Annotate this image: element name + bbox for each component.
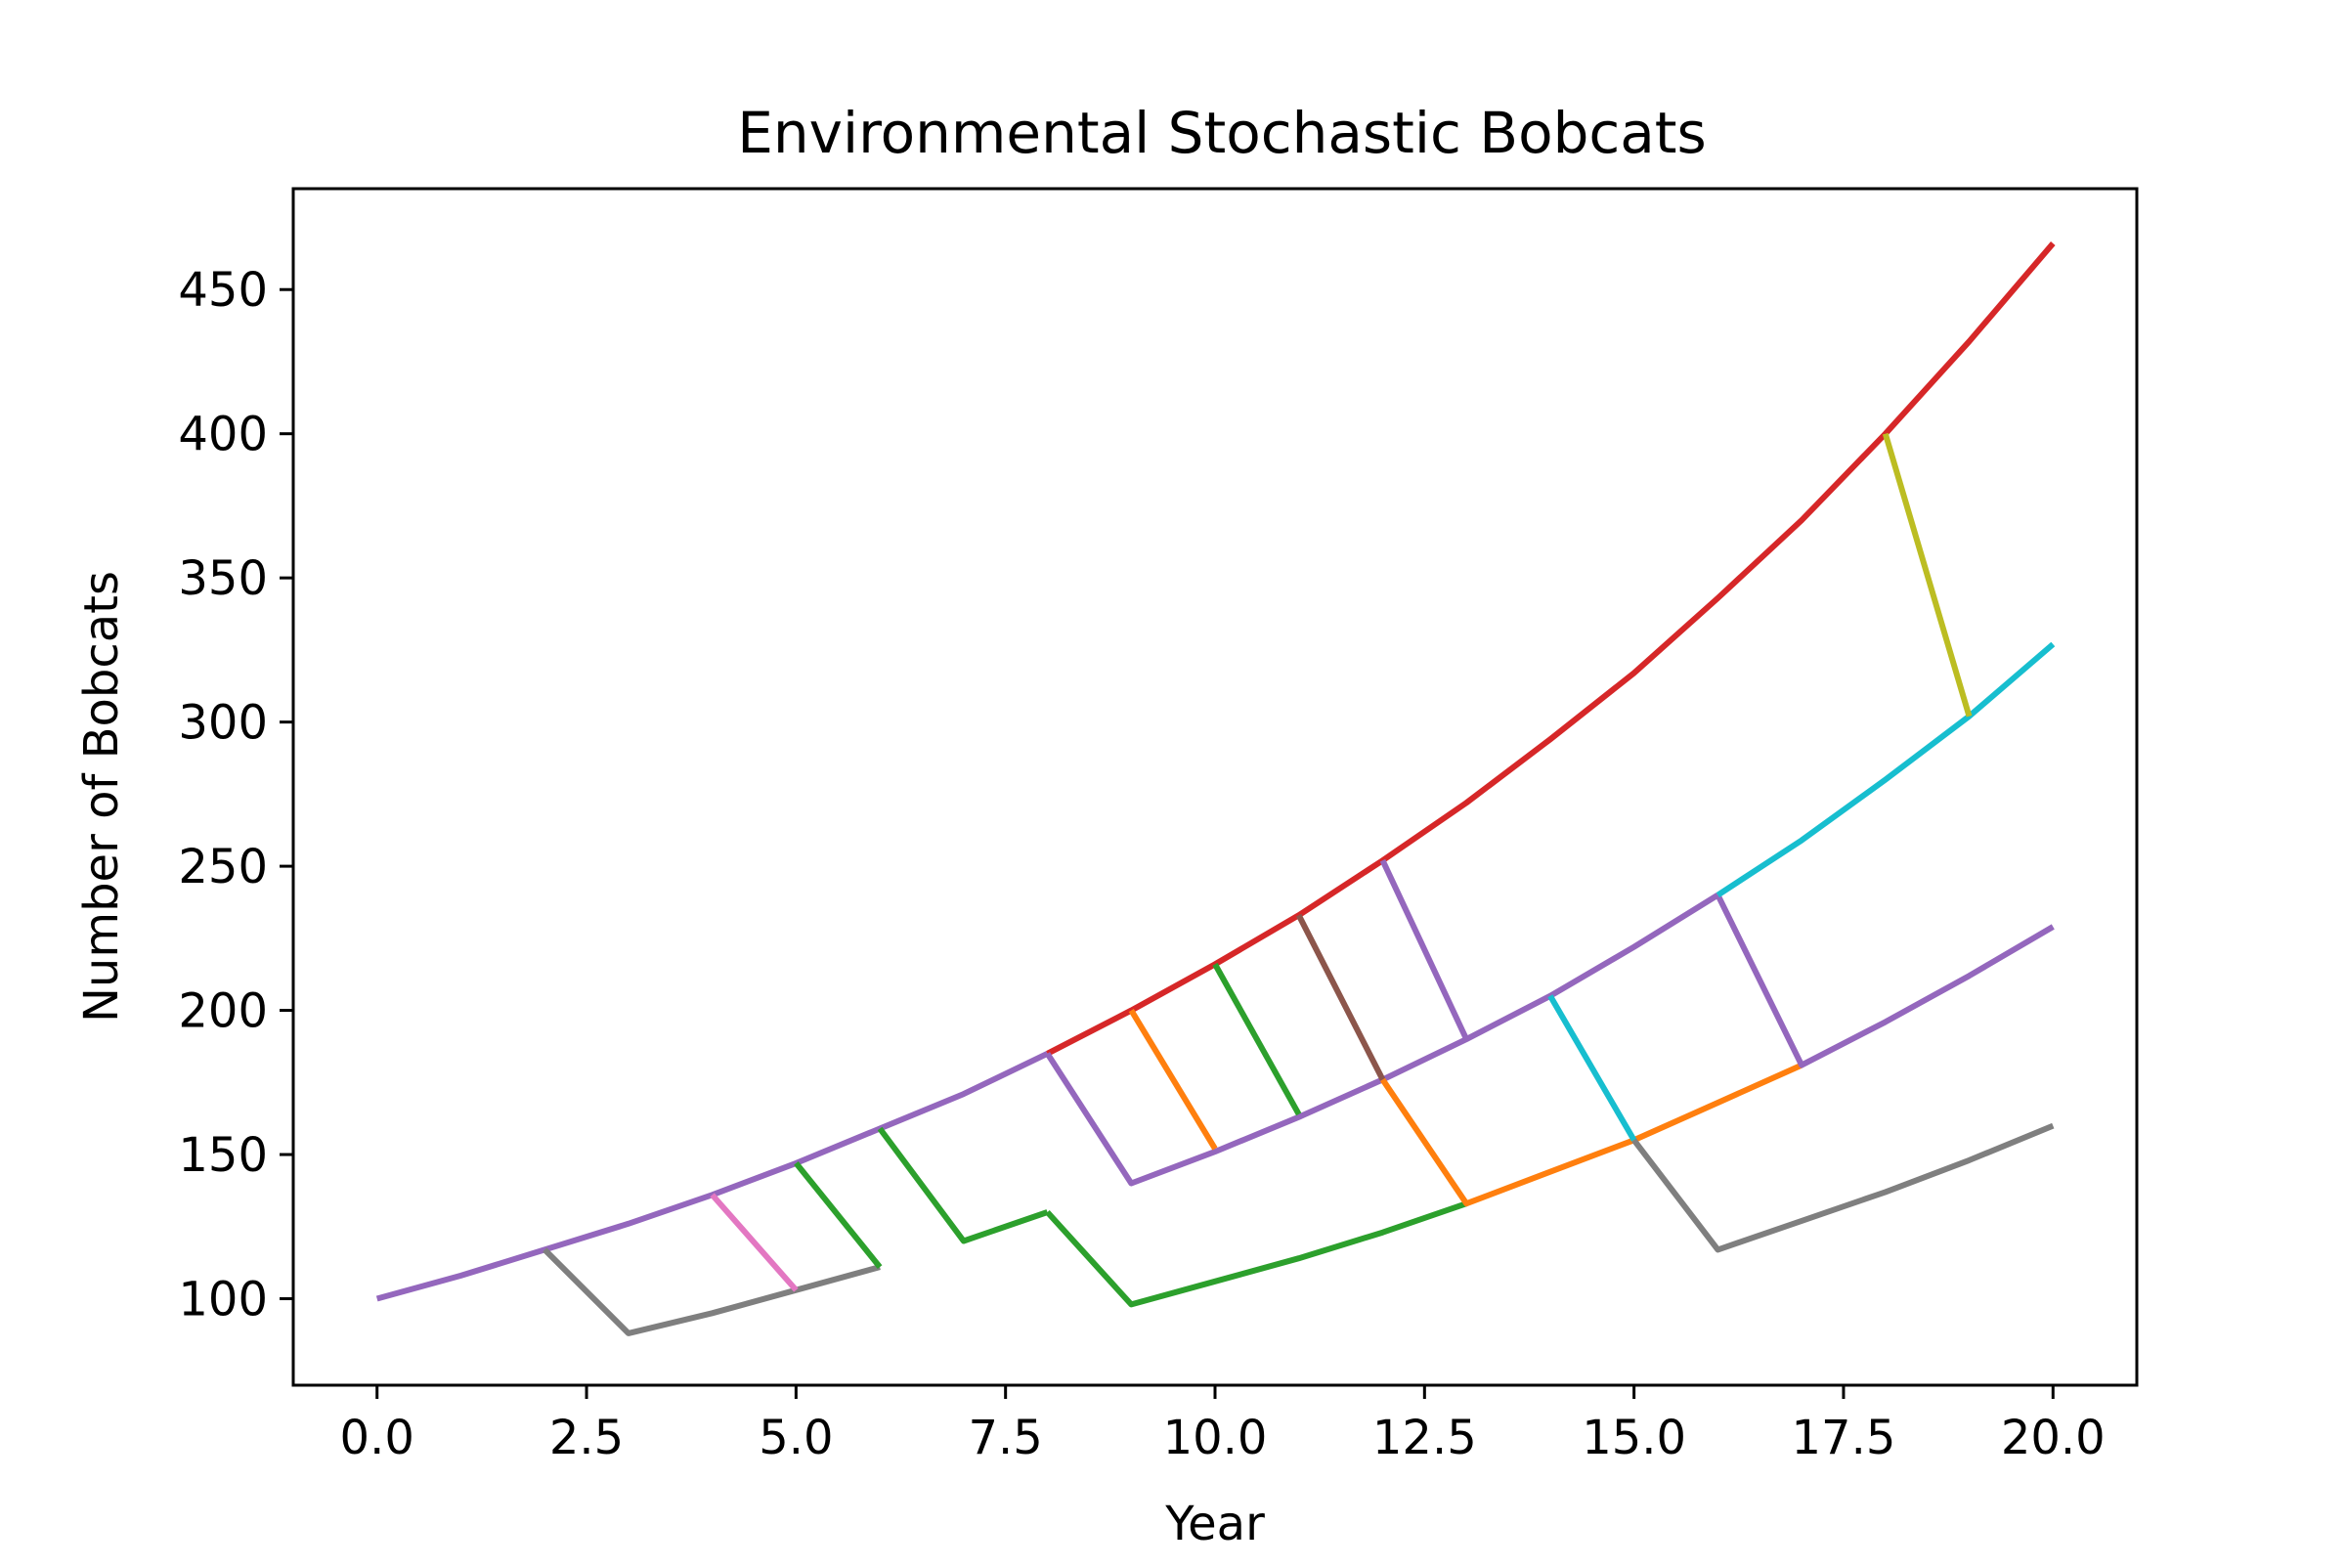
series-line-17 (1716, 641, 2056, 898)
x-axis-label: Year (1164, 1497, 1265, 1551)
x-tick-label: 2.5 (549, 1411, 624, 1465)
x-tick-label: 7.5 (969, 1411, 1043, 1465)
y-tick-label: 400 (178, 408, 268, 462)
x-tick-label: 12.5 (1372, 1411, 1477, 1465)
y-tick-label: 250 (178, 840, 268, 894)
series-line-11 (1296, 913, 1386, 1081)
y-tick-label: 200 (178, 984, 268, 1039)
series-line-16 (1715, 893, 2055, 1068)
x-tick-label: 17.5 (1792, 1411, 1896, 1465)
series-line-12 (1380, 1062, 1803, 1207)
series-line-9 (1128, 1009, 1218, 1151)
series-line-6 (877, 1126, 1049, 1244)
y-axis-label: Number of Bobcats (74, 571, 129, 1023)
series-line-7 (1045, 1200, 1468, 1308)
ticks-layer: 0.0 2.5 5.0 7.5 10.0 12.5 15.0 17.5 20.0 100 150 20… (178, 263, 2105, 1465)
series-line-15 (1631, 1122, 2055, 1253)
x-tick-label: 5.0 (759, 1411, 833, 1465)
series-line-4 (710, 1193, 799, 1292)
chart-title: Environmental Stochastic Bobcats (737, 100, 1707, 166)
y-tick-label: 150 (178, 1128, 268, 1183)
x-tick-label: 20.0 (2001, 1411, 2106, 1465)
series-line-10 (1212, 962, 1302, 1116)
plot-area-frame (291, 187, 2139, 1387)
y-tick-label: 450 (178, 263, 268, 318)
x-tick-label: 10.0 (1163, 1411, 1268, 1465)
series-line-18 (1882, 432, 1973, 718)
series-line-13 (1379, 858, 1469, 1041)
y-tick-label: 350 (178, 551, 268, 606)
series-line-5 (794, 1161, 883, 1269)
series-line-14 (1547, 994, 1637, 1142)
x-tick-label: 0.0 (340, 1411, 414, 1465)
series-layer (375, 241, 2056, 1336)
series-line-3 (543, 1247, 881, 1336)
series-line-2 (375, 1051, 1049, 1302)
y-tick-label: 300 (178, 696, 268, 751)
x-tick-label: 15.0 (1582, 1411, 1686, 1465)
y-tick-label: 100 (178, 1273, 268, 1328)
series-line-1 (1046, 241, 2056, 1057)
